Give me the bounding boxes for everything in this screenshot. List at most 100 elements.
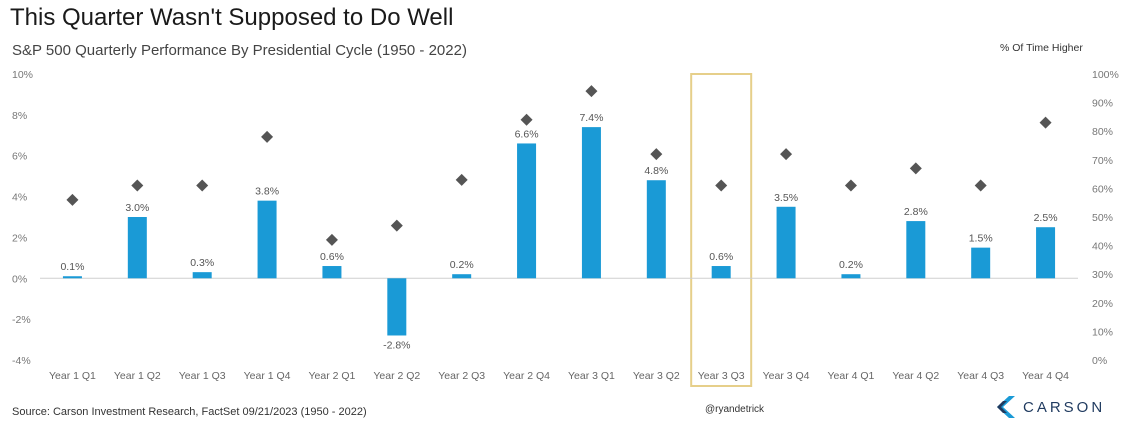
right-tick-label: 50%: [1092, 212, 1113, 224]
markers-layer: [66, 85, 1052, 246]
category-label: Year 2 Q4: [503, 370, 550, 382]
right-axis: 0% 10% 20% 30% 40% 50% 60% 70% 80% 90% 100%: [1092, 69, 1119, 367]
pct-higher-marker: [66, 193, 79, 206]
pct-higher-marker: [520, 113, 533, 126]
bar-value-label: 0.3%: [190, 257, 214, 269]
right-tick-label: 20%: [1092, 298, 1113, 310]
category-label: Year 4 Q3: [957, 370, 1004, 382]
bar: [517, 143, 537, 279]
bar: [841, 274, 861, 279]
bar: [776, 206, 796, 279]
pct-higher-marker: [585, 85, 598, 98]
right-tick-label: 80%: [1092, 126, 1113, 138]
pct-higher-marker: [974, 179, 987, 192]
bar: [62, 276, 82, 279]
bar: [127, 217, 147, 279]
pct-higher-marker: [909, 162, 922, 175]
right-tick-label: 40%: [1092, 241, 1113, 253]
bar-value-label: 0.2%: [839, 259, 863, 271]
bar: [971, 247, 991, 279]
bar-value-label: 3.5%: [774, 192, 798, 204]
bar-value-label: 0.6%: [320, 251, 344, 263]
left-tick-label: 0%: [12, 273, 27, 285]
category-label: Year 3 Q3: [698, 370, 745, 382]
left-tick-label: 10%: [12, 69, 33, 81]
right-tick-label: 70%: [1092, 155, 1113, 167]
category-label: Year 1 Q1: [49, 370, 96, 382]
pct-higher-marker: [261, 130, 274, 143]
bar: [1036, 227, 1056, 279]
right-tick-label: 0%: [1092, 355, 1107, 367]
pct-higher-marker: [325, 233, 338, 246]
category-label: Year 1 Q4: [244, 370, 291, 382]
category-label: Year 2 Q1: [308, 370, 355, 382]
bar-value-label: 4.8%: [644, 165, 668, 177]
right-tick-label: 60%: [1092, 183, 1113, 195]
chart-subtitle: S&P 500 Quarterly Performance By Preside…: [12, 42, 467, 59]
bar-value-label: 3.8%: [255, 186, 279, 198]
pct-higher-marker: [715, 179, 728, 192]
right-tick-label: 100%: [1092, 69, 1119, 81]
bar-value-label: 2.5%: [1034, 212, 1058, 224]
carson-logo: CARSON: [995, 396, 1105, 418]
category-label: Year 1 Q3: [179, 370, 226, 382]
author-handle: @ryandetrick: [705, 404, 765, 415]
pct-higher-marker: [131, 179, 144, 192]
category-label: Year 3 Q1: [568, 370, 615, 382]
right-tick-label: 10%: [1092, 326, 1113, 338]
bar: [646, 180, 666, 279]
bar: [906, 221, 926, 279]
category-label: Year 3 Q4: [763, 370, 810, 382]
bar: [257, 200, 277, 279]
left-tick-label: 2%: [12, 232, 27, 244]
bar: [452, 274, 472, 279]
value-labels-layer: 0.1% 3.0% 0.3% 3.8% 0.6% -2.8% 0.2% 6.6% 7.4% 4.8…: [60, 112, 1057, 351]
bar-value-label: 2.8%: [904, 206, 928, 218]
left-tick-label: 6%: [12, 151, 27, 163]
right-tick-label: 90%: [1092, 98, 1113, 110]
bar: [581, 127, 601, 279]
bar: [387, 278, 407, 336]
right-axis-label: % Of Time Higher: [1000, 42, 1083, 54]
category-labels-layer: Year 1 Q1 Year 1 Q2 Year 1 Q3 Year 1 Q4 Year…: [49, 370, 1069, 382]
category-label: Year 4 Q4: [1022, 370, 1069, 382]
bar-value-label: -2.8%: [383, 339, 410, 351]
category-label: Year 4 Q1: [827, 370, 874, 382]
pct-higher-marker: [1039, 116, 1052, 129]
category-label: Year 4 Q2: [892, 370, 939, 382]
bar-value-label: 1.5%: [969, 233, 993, 245]
bar-value-label: 0.1%: [60, 261, 84, 273]
carson-chevron-logo-icon: [997, 396, 1015, 418]
bar: [192, 272, 212, 279]
bar-value-label: 7.4%: [579, 112, 603, 124]
category-label: Year 3 Q2: [633, 370, 680, 382]
left-tick-label: -2%: [12, 314, 31, 326]
bar-value-label: 6.6%: [515, 128, 539, 140]
pct-higher-marker: [196, 179, 209, 192]
source-note: Source: Carson Investment Research, Fact…: [12, 406, 367, 418]
category-label: Year 2 Q3: [438, 370, 485, 382]
left-tick-label: 4%: [12, 192, 27, 204]
pct-higher-marker: [455, 173, 468, 186]
bar-value-label: 0.2%: [450, 259, 474, 271]
bar: [711, 266, 731, 279]
bars-layer: [62, 127, 1056, 336]
bar: [322, 266, 342, 279]
logo-text: CARSON: [1023, 398, 1106, 416]
pct-higher-marker: [650, 148, 663, 161]
highlight-layer: [690, 73, 753, 387]
pct-higher-marker: [780, 148, 793, 161]
category-label: Year 1 Q2: [114, 370, 161, 382]
highlight-box: [690, 73, 753, 387]
bar-value-label: 0.6%: [709, 251, 733, 263]
left-axis: -4% -2% 0% 2% 4% 6% 8% 10%: [12, 69, 33, 367]
left-tick-label: -4%: [12, 355, 31, 367]
pct-higher-marker: [844, 179, 857, 192]
right-tick-label: 30%: [1092, 269, 1113, 281]
category-label: Year 2 Q2: [373, 370, 420, 382]
bar-value-label: 3.0%: [125, 202, 149, 214]
pct-higher-marker: [390, 219, 403, 232]
left-tick-label: 8%: [12, 110, 27, 122]
chart-title: This Quarter Wasn't Supposed to Do Well: [10, 4, 454, 31]
